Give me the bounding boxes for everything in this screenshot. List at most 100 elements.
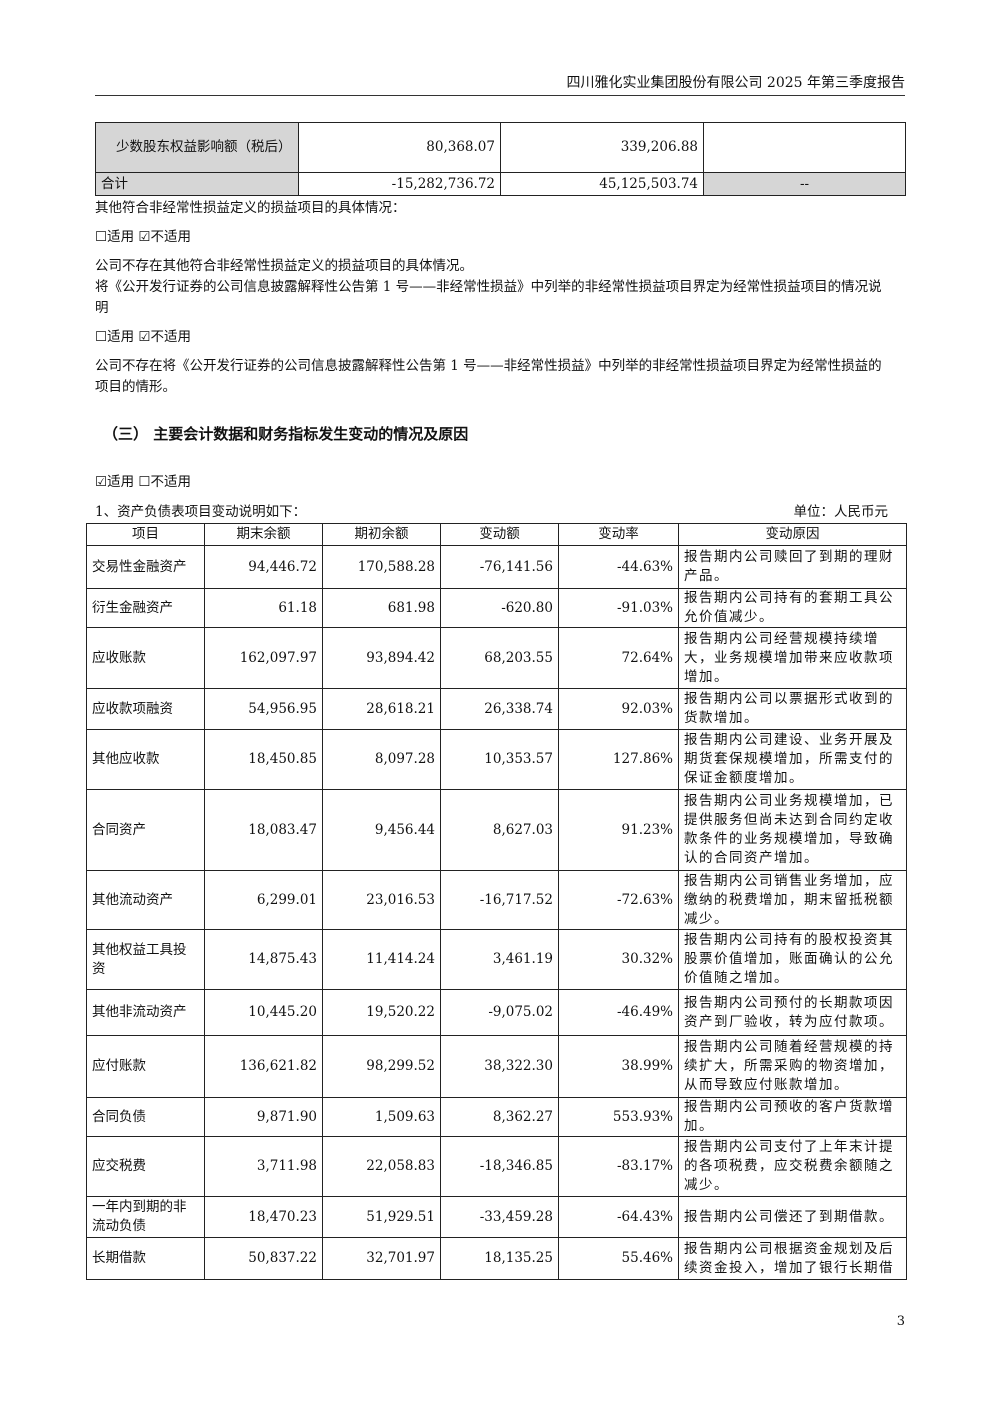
item-name: 其他应收款 [86, 729, 205, 790]
page-number: 3 [896, 1314, 905, 1329]
change-amount: -9,075.02 [440, 989, 559, 1036]
table-row: 其他应收款 18,450.85 8,097.28 10,353.57 127.86% 报告… [86, 729, 907, 790]
begin-balance: 8,097.28 [322, 729, 441, 790]
item-name: 长期借款 [86, 1237, 205, 1280]
table-row: 应交税费 3,711.98 22,058.83 -18,346.85 -83.17% 报告… [86, 1136, 907, 1197]
report-header: 四川雅化实业集团股份有限公司 2025 年第三季度报告 [566, 75, 905, 91]
table-row: 长期借款 50,837.22 32,701.97 18,135.25 55.46% 报告期… [86, 1237, 907, 1280]
change-rate: -64.43% [558, 1196, 679, 1238]
begin-balance: 93,894.42 [322, 627, 441, 689]
table-row: 合计 -15,282,736.72 45,125,503.74 -- [95, 172, 906, 196]
end-balance: 18,470.23 [204, 1196, 323, 1238]
change-rate: -44.63% [558, 545, 679, 589]
row-label: 合计 [95, 172, 299, 196]
begin-balance: 11,414.24 [322, 929, 441, 990]
header-end-balance: 期末余额 [204, 523, 323, 546]
change-reason: 报告期内公司业务规模增加，已提供服务但尚未达到合同约定收款条件的业务规模增加，导… [678, 789, 907, 871]
change-reason: 报告期内公司预收的客户货款增加。 [678, 1097, 907, 1137]
item-name: 交易性金融资产 [86, 545, 205, 589]
change-reason: 报告期内公司偿还了到期借款。 [678, 1196, 907, 1238]
change-reason: 报告期内公司随着经营规模的持续扩大，所需采购的物资增加，从而导致应付账款增加。 [678, 1035, 907, 1098]
end-balance: 6,299.01 [204, 870, 323, 930]
ytd-value: 339,206.88 [500, 122, 704, 173]
end-balance: 162,097.97 [204, 627, 323, 689]
change-rate: 91.23% [558, 789, 679, 871]
paragraph: 其他符合非经常性损益定义的损益项目的具体情况： [95, 200, 406, 216]
item-name: 应付账款 [86, 1035, 205, 1098]
change-amount: 18,135.25 [440, 1237, 559, 1280]
end-balance: 9,871.90 [204, 1097, 323, 1137]
begin-balance: 98,299.52 [322, 1035, 441, 1098]
table-row: 合同资产 18,083.47 9,456.44 8,627.03 91.23% 报告期内公… [86, 789, 907, 871]
change-rate: 553.93% [558, 1097, 679, 1137]
item-name: 应收款项融资 [86, 688, 205, 730]
table-row: 一年内到期的非流动负债 18,470.23 51,929.51 -33,459.28-… [86, 1196, 907, 1238]
change-rate: -91.03% [558, 588, 679, 628]
current-value: 80,368.07 [298, 122, 501, 173]
unit-label: 单位：人民币元 [793, 504, 889, 520]
change-amount: -33,459.28 [440, 1196, 559, 1238]
change-rate: 92.03% [558, 688, 679, 730]
table-row: 交易性金融资产 94,446.72 170,588.28 -76,141.56 -44.… [86, 545, 907, 589]
begin-balance: 9,456.44 [322, 789, 441, 871]
begin-balance: 51,929.51 [322, 1196, 441, 1238]
header-divider [95, 95, 905, 96]
applicability-checkbox: ☐适用 ☑不适用 [95, 229, 191, 245]
non-recurring-table: 少数股东权益影响额（税后） 80,368.07 339,206.88 合计 -1… [95, 122, 906, 196]
table-subtitle: 1、资产负债表项目变动说明如下： [95, 504, 307, 520]
table-row: 应付账款 136,621.82 98,299.52 38,322.30 38.99% 报告… [86, 1035, 907, 1098]
table-row: 合同负债 9,871.90 1,509.63 8,362.27 553.93% 报告期内公… [86, 1097, 907, 1137]
change-rate: 72.64% [558, 627, 679, 689]
row-label: 少数股东权益影响额（税后） [95, 122, 299, 173]
change-amount: 8,362.27 [440, 1097, 559, 1137]
item-name: 合同资产 [86, 789, 205, 871]
change-amount: -18,346.85 [440, 1136, 559, 1197]
item-name: 应收账款 [86, 627, 205, 689]
change-rate: 38.99% [558, 1035, 679, 1098]
begin-balance: 681.98 [322, 588, 441, 628]
begin-balance: 28,618.21 [322, 688, 441, 730]
item-name: 衍生金融资产 [86, 588, 205, 628]
current-value: -15,282,736.72 [298, 172, 501, 196]
end-balance: 50,837.22 [204, 1237, 323, 1280]
item-name: 其他非流动资产 [86, 989, 205, 1036]
change-reason: 报告期内公司持有的股权投资其股票价值增加，账面确认的公允价值随之增加。 [678, 929, 907, 990]
begin-balance: 19,520.22 [322, 989, 441, 1036]
change-amount: -76,141.56 [440, 545, 559, 589]
table-row: 少数股东权益影响额（税后） 80,368.07 339,206.88 [95, 122, 906, 173]
table-row: 应收账款 162,097.97 93,894.42 68,203.55 72.64% 报告… [86, 627, 907, 689]
change-amount: 68,203.55 [440, 627, 559, 689]
change-rate: -46.49% [558, 989, 679, 1036]
change-rate: -83.17% [558, 1136, 679, 1197]
end-balance: 18,083.47 [204, 789, 323, 871]
header-change-rate: 变动率 [558, 523, 679, 546]
change-reason: 报告期内公司持有的套期工具公允价值减少。 [678, 588, 907, 628]
table-row: 应收款项融资 54,956.95 28,618.21 26,338.74 92.03% 报… [86, 688, 907, 730]
table-row: 其他非流动资产 10,445.20 19,520.22 -9,075.02 -46.49… [86, 989, 907, 1036]
change-amount: 26,338.74 [440, 688, 559, 730]
change-amount: 8,627.03 [440, 789, 559, 871]
paragraph: 公司不存在将《公开发行证券的公司信息披露解释性公告第 1 号——非经常性损益》中… [95, 358, 882, 395]
table-header-row: 项目 期末余额 期初余额 变动额 变动率 变动原因 [86, 523, 907, 546]
applicability-checkbox: ☑适用 ☐不适用 [95, 474, 191, 490]
ytd-value: 45,125,503.74 [500, 172, 704, 196]
header-item: 项目 [86, 523, 205, 546]
change-reason: 报告期内公司建设、业务开展及期货套保规模增加，所需支付的保证金额度增加。 [678, 729, 907, 790]
end-balance: 18,450.85 [204, 729, 323, 790]
balance-sheet-changes-table: 项目 期末余额 期初余额 变动额 变动率 变动原因 交易性金融资产 94,446.72 170… [86, 523, 907, 1280]
change-reason: 报告期内公司赎回了到期的理财产品。 [678, 545, 907, 589]
end-balance: 94,446.72 [204, 545, 323, 589]
header-begin-balance: 期初余额 [322, 523, 441, 546]
change-reason: 报告期内公司支付了上年末计提的各项税费，应交税费余额随之减少。 [678, 1136, 907, 1197]
begin-balance: 1,509.63 [322, 1097, 441, 1137]
change-amount: 3,461.19 [440, 929, 559, 990]
change-rate: 127.86% [558, 729, 679, 790]
section-title: （三） 主要会计数据和财务指标发生变动的情况及原因 [103, 425, 469, 443]
item-name: 其他权益工具投资 [86, 929, 205, 990]
table-row: 衍生金融资产 61.18 681.98 -620.80 -91.03% 报告期内公司持有的… [86, 588, 907, 628]
end-balance: 3,711.98 [204, 1136, 323, 1197]
item-name: 一年内到期的非流动负债 [86, 1196, 205, 1238]
end-balance: 61.18 [204, 588, 323, 628]
table-row: 其他权益工具投资 14,875.43 11,414.24 3,461.19 30.32%… [86, 929, 907, 990]
